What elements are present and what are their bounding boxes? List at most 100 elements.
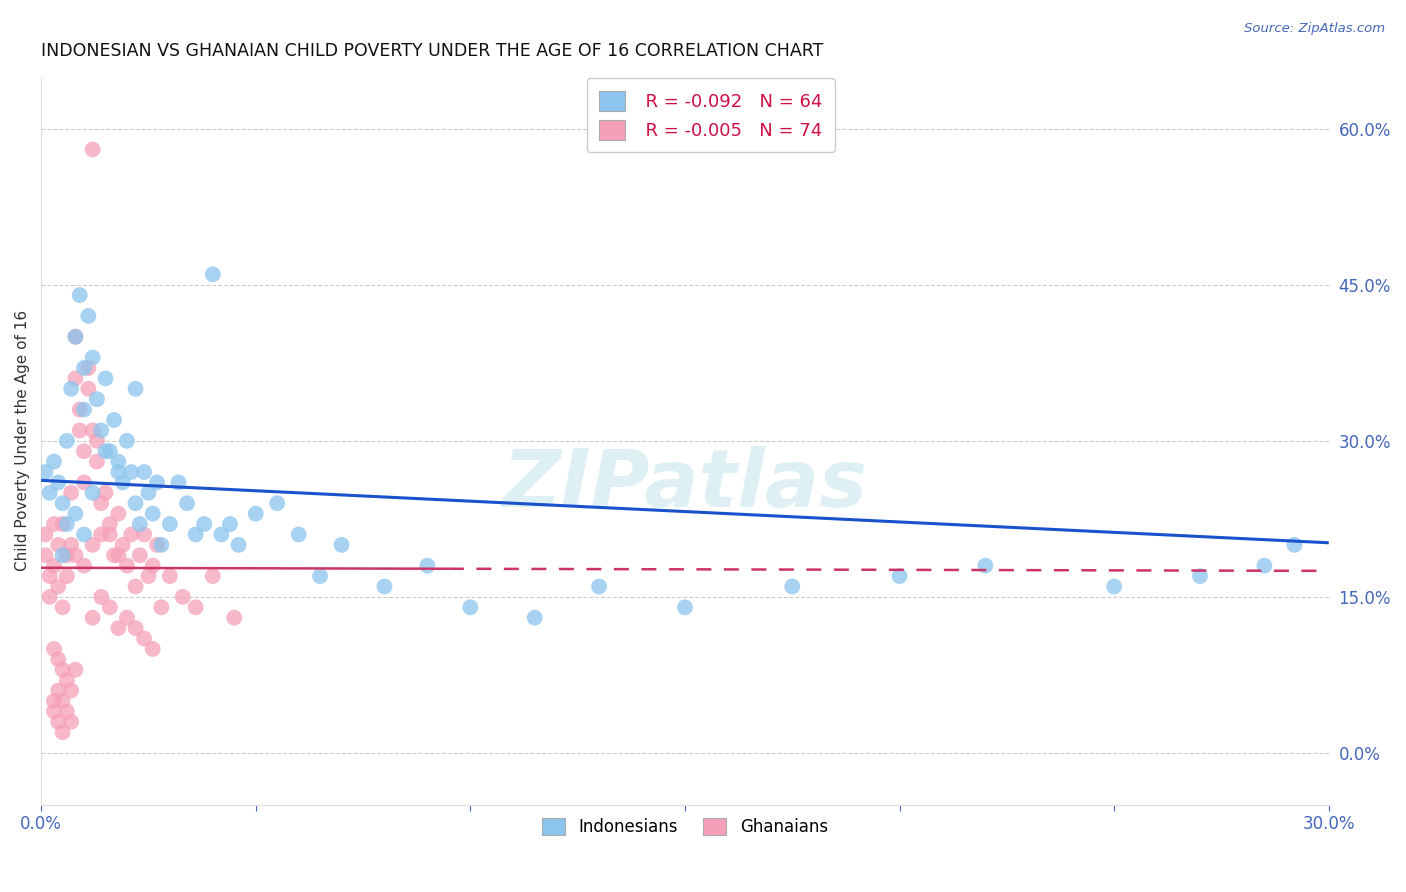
Point xyxy=(228,538,250,552)
Point xyxy=(65,330,87,344)
Point xyxy=(38,486,60,500)
Point xyxy=(1102,579,1125,593)
Point xyxy=(98,527,121,541)
Point xyxy=(780,579,803,593)
Point xyxy=(82,486,104,500)
Point xyxy=(124,496,146,510)
Point xyxy=(52,694,75,708)
Point xyxy=(52,725,75,739)
Point xyxy=(588,579,610,593)
Point xyxy=(46,714,69,729)
Point xyxy=(201,268,224,282)
Point xyxy=(52,663,75,677)
Point xyxy=(86,392,108,407)
Point xyxy=(42,704,65,718)
Point xyxy=(73,558,96,573)
Text: ZIPatlas: ZIPatlas xyxy=(502,445,868,524)
Point xyxy=(159,569,181,583)
Point xyxy=(60,538,83,552)
Point xyxy=(150,600,173,615)
Point xyxy=(373,579,395,593)
Point xyxy=(287,527,309,541)
Point xyxy=(107,465,129,479)
Point xyxy=(77,382,100,396)
Point xyxy=(523,610,546,624)
Point xyxy=(98,444,121,458)
Point xyxy=(90,590,112,604)
Point xyxy=(120,465,142,479)
Point xyxy=(1188,569,1211,583)
Point xyxy=(176,496,198,510)
Point xyxy=(159,516,181,531)
Point xyxy=(124,621,146,635)
Point xyxy=(34,527,56,541)
Point xyxy=(245,507,267,521)
Point xyxy=(107,507,129,521)
Point xyxy=(134,527,156,541)
Point xyxy=(94,444,117,458)
Point xyxy=(266,496,288,510)
Point xyxy=(56,434,79,448)
Point xyxy=(82,143,104,157)
Point xyxy=(184,527,207,541)
Point xyxy=(52,548,75,562)
Point xyxy=(167,475,190,490)
Legend: Indonesians, Ghanaians: Indonesians, Ghanaians xyxy=(534,809,837,844)
Point xyxy=(142,558,165,573)
Point xyxy=(56,704,79,718)
Point xyxy=(673,600,696,615)
Point xyxy=(73,361,96,376)
Point xyxy=(115,610,138,624)
Point xyxy=(974,558,997,573)
Point xyxy=(38,569,60,583)
Point xyxy=(52,600,75,615)
Point xyxy=(56,569,79,583)
Point xyxy=(134,632,156,646)
Point xyxy=(46,683,69,698)
Point xyxy=(34,465,56,479)
Point xyxy=(82,351,104,365)
Point xyxy=(128,548,150,562)
Point xyxy=(86,434,108,448)
Point xyxy=(107,455,129,469)
Point xyxy=(60,683,83,698)
Point xyxy=(82,424,104,438)
Point xyxy=(38,590,60,604)
Point xyxy=(889,569,911,583)
Point xyxy=(98,600,121,615)
Point xyxy=(219,516,242,531)
Point xyxy=(73,475,96,490)
Point xyxy=(73,444,96,458)
Point xyxy=(224,610,246,624)
Point xyxy=(138,569,160,583)
Point xyxy=(150,538,173,552)
Point xyxy=(65,663,87,677)
Point xyxy=(60,382,83,396)
Point xyxy=(42,455,65,469)
Point xyxy=(98,516,121,531)
Point xyxy=(56,548,79,562)
Point xyxy=(77,309,100,323)
Point xyxy=(134,465,156,479)
Point xyxy=(115,434,138,448)
Point xyxy=(120,527,142,541)
Point xyxy=(103,548,125,562)
Point xyxy=(115,558,138,573)
Point xyxy=(73,402,96,417)
Point xyxy=(34,548,56,562)
Point xyxy=(128,516,150,531)
Point xyxy=(124,382,146,396)
Point xyxy=(65,548,87,562)
Point xyxy=(460,600,482,615)
Point xyxy=(416,558,439,573)
Point xyxy=(82,610,104,624)
Point xyxy=(69,288,91,302)
Point xyxy=(146,475,169,490)
Point xyxy=(90,496,112,510)
Point xyxy=(309,569,332,583)
Point xyxy=(209,527,232,541)
Point xyxy=(46,652,69,666)
Point xyxy=(42,558,65,573)
Point xyxy=(65,507,87,521)
Point xyxy=(146,538,169,552)
